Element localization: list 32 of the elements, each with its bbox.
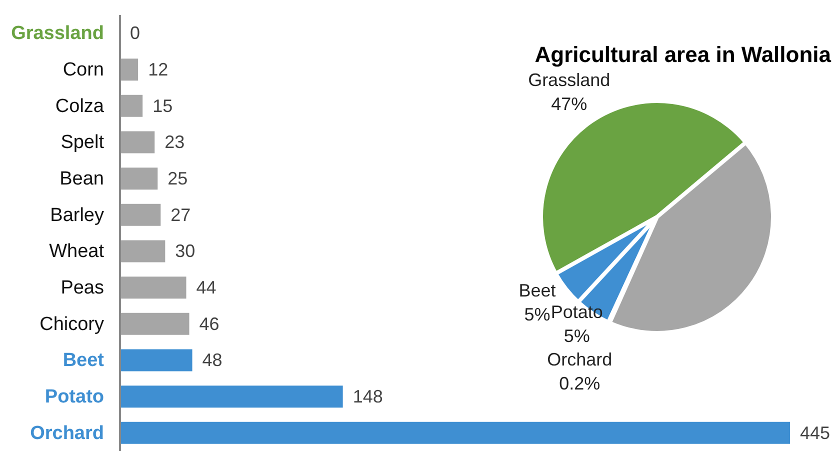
y-tick-label: Orchard — [30, 422, 104, 444]
y-tick-label: Colza — [55, 96, 104, 117]
data-label: 5% — [524, 304, 550, 324]
data-label: 5% — [564, 326, 590, 346]
y-tick-label: Grassland — [11, 23, 104, 44]
y-tick-label: Spelt — [60, 132, 105, 154]
y-tick-label: Wheat — [49, 241, 105, 262]
y-tick-label: Bean — [60, 168, 104, 190]
y-tick-label: Chicory — [40, 314, 104, 335]
y-tick-label: Beet — [62, 350, 105, 372]
data-label: 23 — [164, 132, 185, 152]
y-tick-label: Potato — [44, 386, 104, 408]
data-label: 25 — [168, 168, 188, 188]
data-label: 0 — [130, 23, 140, 44]
chart-title: Agricultural area in Wallonia — [534, 42, 831, 68]
slice-label: Orchard — [547, 349, 612, 370]
y-tick-label: Barley — [50, 204, 104, 226]
y-tick-label: Peas — [60, 278, 104, 298]
data-label: 0.2% — [559, 373, 600, 394]
data-label: 46 — [199, 314, 220, 334]
y-tick-label: Corn — [62, 60, 104, 80]
data-label: 12 — [148, 60, 168, 80]
data-label: 148 — [352, 386, 383, 406]
data-label: 30 — [175, 241, 196, 262]
data-label: 445 — [800, 422, 830, 443]
data-label: 27 — [170, 204, 191, 225]
data-label: 44 — [196, 278, 216, 298]
slice-label: Beet — [518, 280, 556, 300]
data-label: 47% — [551, 94, 588, 114]
data-label: 15 — [152, 96, 173, 116]
data-label: 48 — [202, 350, 222, 370]
slice-label: Grassland — [528, 70, 610, 90]
